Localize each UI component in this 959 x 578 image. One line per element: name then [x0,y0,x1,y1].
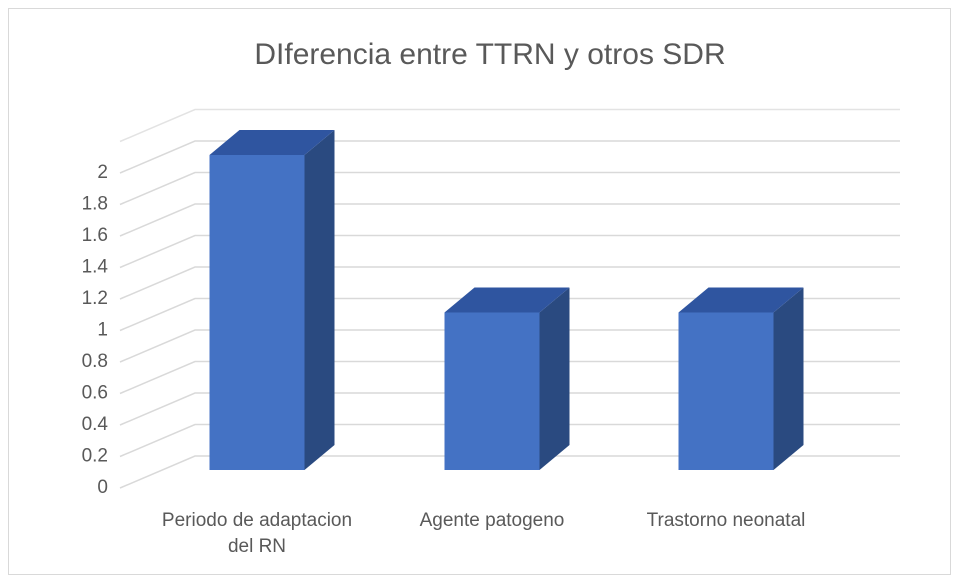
y-tick-label: 1 [97,320,108,341]
wall-edge [119,108,900,143]
bar-front [209,155,305,470]
x-tick-label: Trastorno neonatal [646,510,806,531]
bar [444,287,570,470]
grid-line [119,423,900,458]
grid-line [119,392,900,426]
y-tick-label: 1.6 [82,225,108,246]
grid-line [119,203,900,237]
grid-line [119,140,900,174]
grid-line [119,234,900,269]
y-tick-label: 0 [97,477,108,498]
y-tick-label: 0.6 [82,383,108,404]
bar-top [678,287,804,313]
grid-line [119,455,900,489]
y-tick-label: 2 [97,162,108,183]
grid-line [119,297,900,332]
x-tick-label: Agente patogeno [419,510,565,531]
y-tick-label: 1.4 [82,257,109,278]
bar-front [444,312,540,470]
bar-top [444,287,570,313]
y-tick-label: 1.2 [82,288,108,309]
y-tick-label: 1.8 [82,194,108,215]
chart-title: DIferencia entre TTRN y otros SDR [254,38,725,71]
bar-side [539,287,570,470]
bar [209,130,335,470]
bar-top [209,130,335,155]
x-tick-label: Periodo de adaptacion del RN [161,510,353,557]
grid-line [119,360,900,395]
grid-line [119,171,900,206]
grid-line [119,329,900,363]
bar-side [773,287,804,470]
bar-front [678,312,774,470]
y-tick-label: 0.4 [82,414,109,435]
y-tick-label: 0.2 [82,446,108,467]
y-tick-label: 0.8 [82,351,108,372]
grid-line [119,266,900,300]
bar [678,287,804,470]
bar-side [304,130,335,470]
